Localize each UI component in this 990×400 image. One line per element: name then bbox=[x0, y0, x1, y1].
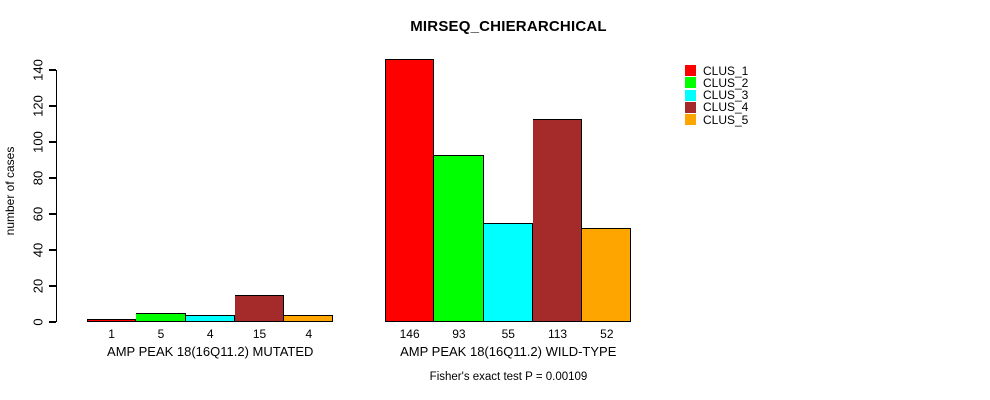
y-axis-tick bbox=[48, 69, 56, 71]
bar-clus_2 bbox=[136, 313, 186, 322]
bar-value-label: 93 bbox=[452, 327, 466, 341]
legend-label: CLUS_3 bbox=[703, 88, 749, 103]
legend-swatch-clus_3 bbox=[685, 89, 696, 101]
bar-value-label: 4 bbox=[305, 327, 313, 341]
legend-swatch-clus_4 bbox=[685, 101, 696, 113]
bar-value-label: 1 bbox=[108, 327, 115, 341]
bar-clus_1 bbox=[385, 59, 435, 322]
legend-swatch-clus_2 bbox=[685, 77, 696, 89]
legend-swatch-clus_5 bbox=[685, 114, 696, 126]
bar-value-label: 15 bbox=[252, 327, 267, 341]
bar-value-label: 52 bbox=[600, 327, 614, 341]
bar-value-label: 4 bbox=[206, 327, 214, 341]
bar-value-label: 113 bbox=[547, 327, 568, 341]
y-axis-tick bbox=[48, 213, 56, 215]
legend-label: CLUS_5 bbox=[703, 112, 749, 127]
y-axis-tick bbox=[48, 321, 56, 323]
legend-label: CLUS_4 bbox=[703, 100, 749, 115]
bar-clus_5 bbox=[582, 228, 632, 322]
bar-clus_1 bbox=[87, 319, 137, 322]
y-axis-tick bbox=[48, 249, 56, 251]
group-axis-label: AMP PEAK 18(16Q11.2) MUTATED bbox=[107, 344, 314, 359]
chart-title: MIRSEQ_CHIERARCHICAL bbox=[410, 18, 607, 35]
group-axis-label: AMP PEAK 18(16Q11.2) WILD-TYPE bbox=[400, 344, 617, 359]
y-axis-tick bbox=[48, 141, 56, 143]
legend-label: CLUS_1 bbox=[703, 63, 749, 78]
fisher-test-footnote: Fisher's exact test P = 0.00109 bbox=[429, 371, 588, 383]
legend-label: CLUS_2 bbox=[703, 75, 749, 90]
bar-value-label: 55 bbox=[501, 327, 515, 341]
bar-value-label: 146 bbox=[399, 327, 420, 341]
bar-clus_5 bbox=[284, 314, 334, 322]
legend-swatch-clus_1 bbox=[685, 65, 696, 76]
bar-clus_3 bbox=[483, 223, 533, 322]
y-axis-tick bbox=[48, 177, 56, 179]
y-axis-line bbox=[55, 70, 57, 322]
bar-clus_4 bbox=[234, 295, 285, 322]
bar-clus_4 bbox=[532, 118, 583, 322]
bar-clus_3 bbox=[185, 314, 235, 322]
bar-value-label: 5 bbox=[157, 327, 165, 341]
bar-clus_2 bbox=[434, 154, 484, 322]
y-axis-tick bbox=[48, 285, 56, 287]
y-axis-tick bbox=[48, 105, 56, 107]
